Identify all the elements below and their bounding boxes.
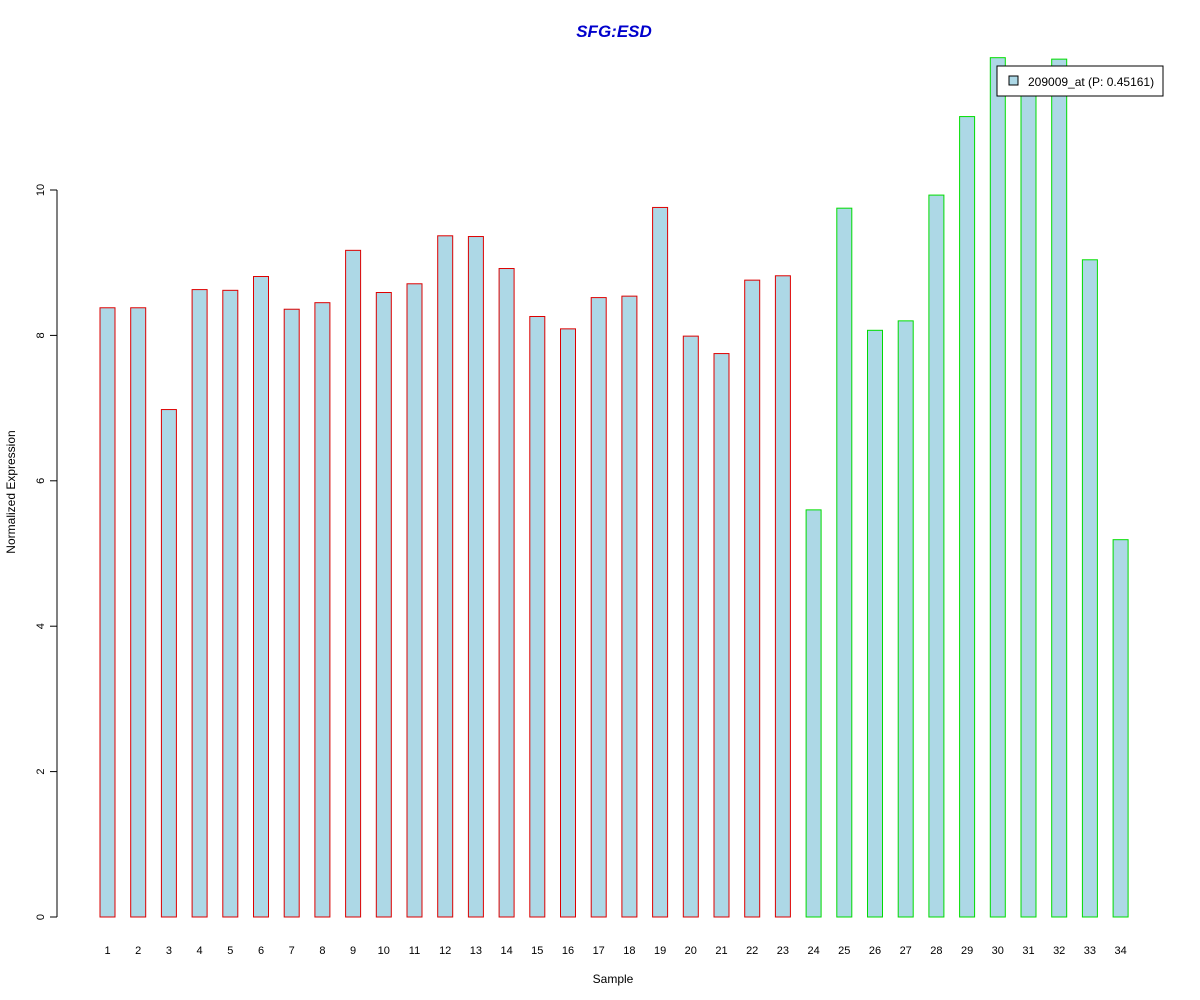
x-tick-label: 5 xyxy=(227,945,233,957)
bar-sample-9 xyxy=(345,249,362,918)
legend-label: 209009_at (P: 0.45161) xyxy=(1028,75,1154,89)
bar-sample-17 xyxy=(590,297,607,918)
bar-sample-7 xyxy=(283,308,300,918)
bar-sample-4 xyxy=(191,289,208,918)
y-tick-label: 10 xyxy=(35,184,47,196)
bars-group xyxy=(99,57,1129,918)
x-tick-label: 32 xyxy=(1053,945,1065,957)
y-tick-label: 4 xyxy=(35,623,47,629)
x-axis-label: Sample xyxy=(593,972,634,986)
bar-sample-22 xyxy=(744,279,761,918)
x-tick-label: 18 xyxy=(623,945,635,957)
x-tick-label: 20 xyxy=(685,945,697,957)
bar-sample-34 xyxy=(1112,539,1129,918)
bar-sample-29 xyxy=(959,116,976,918)
x-tick-labels: 1 2 3 4 5 6 7 8 9 10 11 12 13 14 15 16 17 18 19 20 21 22 23 24 2… xyxy=(104,945,1126,957)
bar-sample-28 xyxy=(928,194,945,918)
x-tick-label: 1 xyxy=(104,945,110,957)
bar-sample-8 xyxy=(314,302,331,918)
bar-sample-21 xyxy=(713,353,730,918)
y-tick-label: 0 xyxy=(35,914,47,920)
x-tick-label: 23 xyxy=(777,945,789,957)
bar-sample-18 xyxy=(621,295,638,918)
x-tick-label: 6 xyxy=(258,945,264,957)
x-tick-label: 34 xyxy=(1114,945,1126,957)
x-tick-label: 27 xyxy=(900,945,912,957)
y-tick-label: 6 xyxy=(35,478,47,484)
x-tick-label: 26 xyxy=(869,945,881,957)
bar-sample-11 xyxy=(406,283,423,918)
x-tick-label: 19 xyxy=(654,945,666,957)
bar-sample-32 xyxy=(1051,58,1068,918)
x-tick-label: 24 xyxy=(807,945,819,957)
bar-sample-24 xyxy=(805,509,822,918)
bar-sample-30 xyxy=(989,57,1006,918)
x-tick-label: 14 xyxy=(500,945,512,957)
y-axis: 0 2 4 6 8 10 xyxy=(35,184,58,920)
legend-box xyxy=(996,65,1164,97)
bar-sample-2 xyxy=(130,307,147,918)
x-tick-label: 10 xyxy=(378,945,390,957)
x-tick-label: 3 xyxy=(166,945,172,957)
bar-sample-25 xyxy=(836,207,853,918)
x-tick-label: 22 xyxy=(746,945,758,957)
bar-sample-19 xyxy=(652,206,669,918)
x-tick-label: 13 xyxy=(470,945,482,957)
bar-sample-13 xyxy=(467,236,484,918)
y-axis-label: Normalized Expression xyxy=(4,430,18,553)
x-tick-label: 21 xyxy=(715,945,727,957)
bar-sample-15 xyxy=(529,315,546,918)
x-tick-label: 17 xyxy=(593,945,605,957)
bar-sample-23 xyxy=(774,275,791,918)
x-tick-label: 16 xyxy=(562,945,574,957)
x-tick-label: 7 xyxy=(289,945,295,957)
bar-sample-5 xyxy=(222,289,239,918)
y-tick-label: 8 xyxy=(35,332,47,338)
x-tick-label: 2 xyxy=(135,945,141,957)
x-tick-label: 4 xyxy=(197,945,203,957)
x-tick-label: 11 xyxy=(409,945,420,957)
x-tick-label: 30 xyxy=(992,945,1004,957)
chart-title: SFG:ESD xyxy=(576,22,652,41)
bar-sample-6 xyxy=(253,276,269,918)
bar-sample-27 xyxy=(897,320,914,918)
bar-sample-3 xyxy=(160,409,177,918)
bar-sample-26 xyxy=(867,329,883,918)
x-tick-label: 31 xyxy=(1022,945,1034,957)
x-tick-label: 29 xyxy=(961,945,973,957)
bar-sample-16 xyxy=(560,328,576,918)
bar-sample-10 xyxy=(375,292,392,918)
x-tick-label: 33 xyxy=(1084,945,1096,957)
bar-sample-1 xyxy=(99,307,116,918)
y-tick-label: 2 xyxy=(35,769,47,775)
x-tick-label: 28 xyxy=(930,945,942,957)
legend: 209009_at (P: 0.45161) xyxy=(996,65,1164,97)
bar-sample-12 xyxy=(437,235,454,918)
bar-sample-31 xyxy=(1020,87,1037,918)
x-tick-label: 15 xyxy=(531,945,543,957)
x-tick-label: 12 xyxy=(439,945,451,957)
bar-sample-14 xyxy=(498,268,515,918)
bar-sample-33 xyxy=(1081,259,1098,918)
x-tick-label: 8 xyxy=(319,945,325,957)
x-tick-label: 25 xyxy=(838,945,850,957)
x-tick-label: 9 xyxy=(350,945,356,957)
legend-swatch xyxy=(1008,75,1019,86)
bar-sample-20 xyxy=(682,335,699,918)
